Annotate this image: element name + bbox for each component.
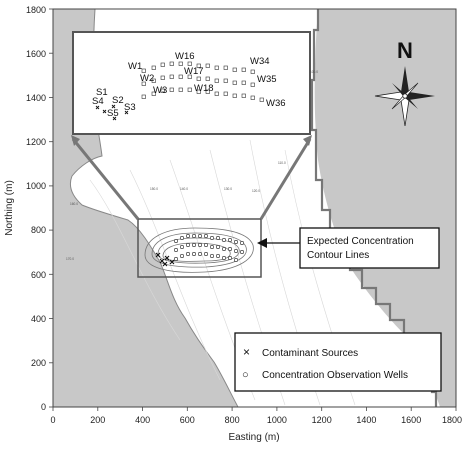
label-s2: S2 xyxy=(112,95,124,106)
label-w3: W3 xyxy=(153,85,167,96)
plume-wells xyxy=(174,234,245,262)
label-w16: W16 xyxy=(175,51,195,62)
y-tick-label: 200 xyxy=(31,358,46,368)
svg-text:150.0: 150.0 xyxy=(150,187,158,191)
x-tick-label: 0 xyxy=(50,415,55,425)
label-s5: S5 xyxy=(107,108,119,119)
label-w34: W34 xyxy=(250,56,270,67)
svg-text:110.0: 110.0 xyxy=(278,161,286,165)
x-tick-marks xyxy=(52,407,457,411)
x-tick-label: 1600 xyxy=(401,415,421,425)
inset-sources xyxy=(95,104,129,121)
x-tick-label: 1000 xyxy=(267,415,287,425)
y-tick-label: 1000 xyxy=(26,181,46,191)
x-tick-label: 1800 xyxy=(442,415,462,425)
y-tick-label: 0 xyxy=(41,402,46,412)
contour-value-labels: 100.0 110.0 120.0 130.0 140.0 150.0 160.… xyxy=(66,70,318,261)
callout-line2: Contour Lines xyxy=(307,250,369,261)
label-w17: W17 xyxy=(184,66,204,77)
y-axis-title: Northing (m) xyxy=(4,180,15,236)
svg-text:120.0: 120.0 xyxy=(252,189,260,193)
inset-box xyxy=(72,31,311,135)
svg-text:130.0: 130.0 xyxy=(224,187,232,191)
legend-box xyxy=(234,332,442,392)
y-tick-label: 1800 xyxy=(26,5,46,15)
x-tick-label: 1200 xyxy=(312,415,332,425)
x-tick-label: 400 xyxy=(135,415,150,425)
legend-well-label: Concentration Observation Wells xyxy=(262,370,408,381)
label-w36: W36 xyxy=(266,98,286,109)
legend-well-marker: ○ xyxy=(242,369,249,381)
label-w18: W18 xyxy=(194,83,214,94)
plume-focus-box xyxy=(137,218,262,278)
north-arrow: N xyxy=(374,38,435,127)
svg-text:140.0: 140.0 xyxy=(180,187,188,191)
svg-text:160.0: 160.0 xyxy=(70,202,78,206)
label-w1: W1 xyxy=(128,61,142,72)
y-tick-label: 1200 xyxy=(26,137,46,147)
label-s3: S3 xyxy=(124,102,136,113)
plume-sources xyxy=(155,252,175,267)
connector-left xyxy=(71,138,140,220)
y-tick-label: 800 xyxy=(31,225,46,235)
y-tick-label: 1400 xyxy=(26,93,46,103)
label-w2: W2 xyxy=(140,73,154,84)
x-tick-label: 600 xyxy=(180,415,195,425)
label-s1: S1 xyxy=(96,87,108,98)
x-tick-label: 800 xyxy=(225,415,240,425)
svg-text:170.0: 170.0 xyxy=(66,257,74,261)
x-tick-label: 1400 xyxy=(356,415,376,425)
y-tick-label: 1600 xyxy=(26,49,46,59)
label-w35: W35 xyxy=(257,74,277,85)
legend-source-label: Contaminant Sources xyxy=(262,348,358,359)
y-tick-label: 400 xyxy=(31,314,46,324)
north-label: N xyxy=(397,38,413,63)
plot-frame xyxy=(52,8,457,408)
label-s4: S4 xyxy=(92,96,104,107)
legend-source-marker: × xyxy=(243,345,250,359)
y-tick-label: 600 xyxy=(31,270,46,280)
connector-right-arrowhead xyxy=(303,135,312,146)
y-tick-marks xyxy=(49,8,53,408)
x-tick-label: 200 xyxy=(90,415,105,425)
x-tick-labels: 0 200 400 600 800 1000 1200 1400 1600 18… xyxy=(50,415,462,425)
svg-text:100.0: 100.0 xyxy=(310,70,318,74)
plume-contours xyxy=(144,227,254,273)
inset-wells xyxy=(141,61,264,102)
callout-line1: Expected Concentration xyxy=(307,236,414,247)
callout-box xyxy=(299,227,440,269)
y-tick-labels: 0 200 400 600 800 1000 1200 1400 1600 18… xyxy=(26,5,46,412)
x-axis-title: Easting (m) xyxy=(228,432,279,443)
connector-left-arrowhead xyxy=(71,135,80,146)
callout-arrowhead xyxy=(257,238,267,248)
connector-right xyxy=(259,138,312,220)
